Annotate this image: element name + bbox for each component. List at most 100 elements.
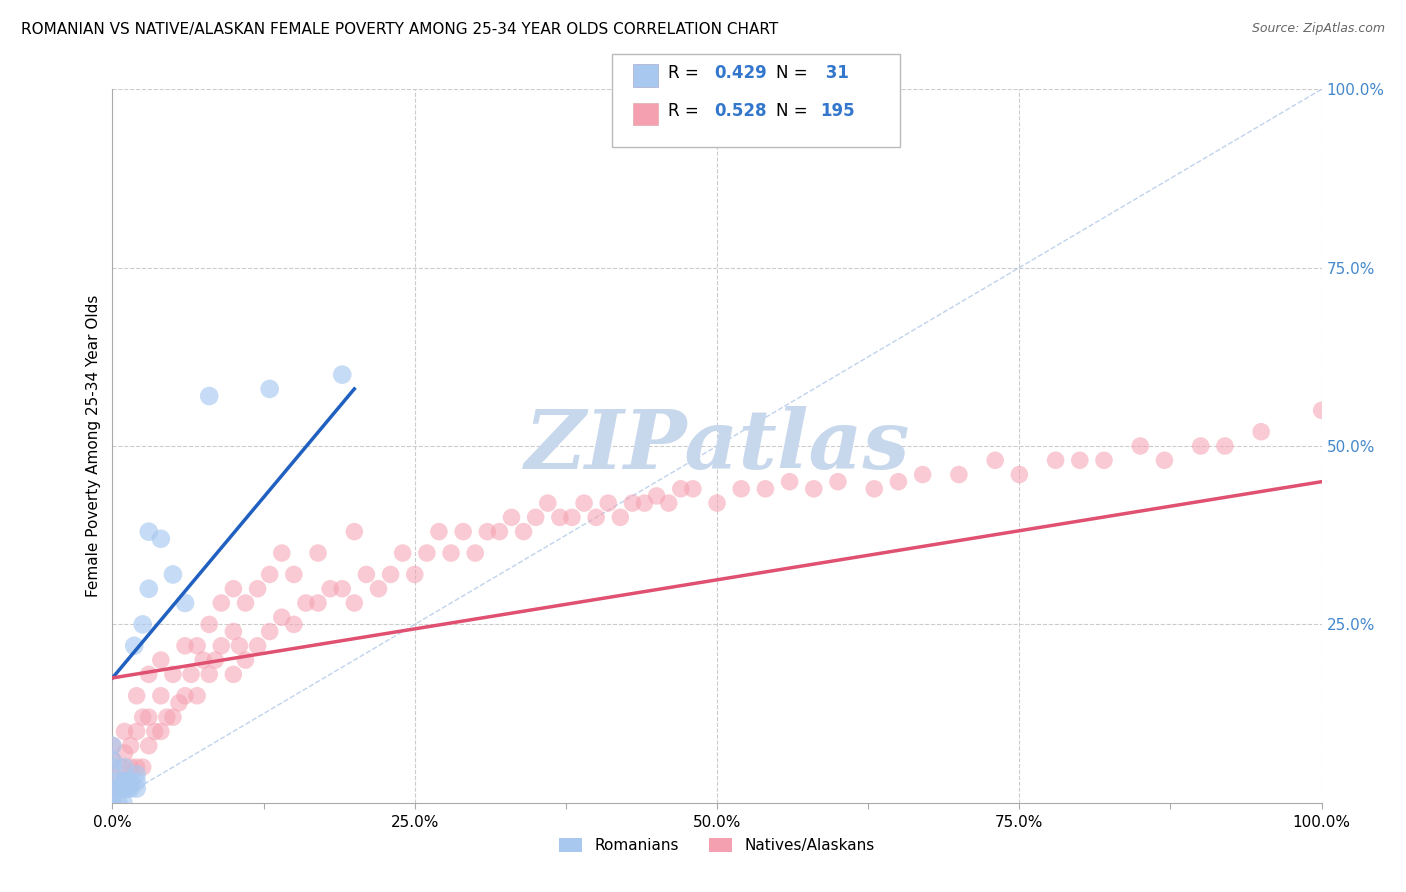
Natives/Alaskans <box>156 710 179 724</box>
Romanians <box>125 767 148 781</box>
Natives/Alaskans <box>779 475 801 489</box>
Natives/Alaskans <box>246 639 269 653</box>
Natives/Alaskans <box>174 639 197 653</box>
Natives/Alaskans <box>114 746 136 760</box>
Natives/Alaskans <box>228 639 250 653</box>
Natives/Alaskans <box>440 546 463 560</box>
Natives/Alaskans <box>501 510 523 524</box>
Natives/Alaskans <box>191 653 214 667</box>
Natives/Alaskans <box>416 546 439 560</box>
Romanians <box>101 739 124 753</box>
Natives/Alaskans <box>138 710 160 724</box>
Text: 0.528: 0.528 <box>714 103 766 120</box>
Natives/Alaskans <box>1250 425 1272 439</box>
Text: R =: R = <box>668 103 704 120</box>
Natives/Alaskans <box>984 453 1007 467</box>
Natives/Alaskans <box>380 567 402 582</box>
Natives/Alaskans <box>222 624 245 639</box>
Natives/Alaskans <box>246 582 269 596</box>
Natives/Alaskans <box>198 667 221 681</box>
Natives/Alaskans <box>209 639 232 653</box>
Natives/Alaskans <box>561 510 583 524</box>
Natives/Alaskans <box>319 582 342 596</box>
Natives/Alaskans <box>101 753 124 767</box>
Text: ROMANIAN VS NATIVE/ALASKAN FEMALE POVERTY AMONG 25-34 YEAR OLDS CORRELATION CHAR: ROMANIAN VS NATIVE/ALASKAN FEMALE POVERT… <box>21 22 779 37</box>
Romanians <box>120 781 142 796</box>
Romanians <box>114 760 136 774</box>
Romanians <box>111 774 134 789</box>
Natives/Alaskans <box>669 482 692 496</box>
Romanians <box>112 796 135 810</box>
Romanians <box>162 567 184 582</box>
Natives/Alaskans <box>186 639 208 653</box>
Romanians <box>101 760 124 774</box>
Legend: Romanians, Natives/Alaskans: Romanians, Natives/Alaskans <box>553 832 882 859</box>
Natives/Alaskans <box>343 524 366 539</box>
Natives/Alaskans <box>1310 403 1333 417</box>
Natives/Alaskans <box>477 524 499 539</box>
Natives/Alaskans <box>863 482 886 496</box>
Natives/Alaskans <box>682 482 704 496</box>
Natives/Alaskans <box>730 482 752 496</box>
Romanians <box>107 796 129 810</box>
Natives/Alaskans <box>283 567 305 582</box>
Romanians <box>122 639 145 653</box>
Natives/Alaskans <box>356 567 378 582</box>
Natives/Alaskans <box>162 667 184 681</box>
Romanians <box>120 774 142 789</box>
Natives/Alaskans <box>125 689 148 703</box>
Natives/Alaskans <box>1213 439 1236 453</box>
Natives/Alaskans <box>270 546 292 560</box>
Romanians <box>101 789 124 803</box>
Romanians <box>330 368 353 382</box>
Romanians <box>138 524 160 539</box>
Romanians <box>101 774 124 789</box>
Romanians <box>149 532 172 546</box>
Natives/Alaskans <box>754 482 776 496</box>
Natives/Alaskans <box>1153 453 1175 467</box>
Natives/Alaskans <box>114 724 136 739</box>
Natives/Alaskans <box>548 510 571 524</box>
Natives/Alaskans <box>235 653 257 667</box>
Text: 31: 31 <box>820 64 849 82</box>
Natives/Alaskans <box>598 496 620 510</box>
Romanians <box>125 774 148 789</box>
Natives/Alaskans <box>149 653 172 667</box>
Natives/Alaskans <box>120 760 142 774</box>
Romanians <box>198 389 221 403</box>
Romanians <box>138 582 160 596</box>
Natives/Alaskans <box>451 524 474 539</box>
Natives/Alaskans <box>948 467 970 482</box>
Romanians <box>114 781 136 796</box>
Natives/Alaskans <box>512 524 534 539</box>
Natives/Alaskans <box>488 524 510 539</box>
Natives/Alaskans <box>107 781 129 796</box>
Natives/Alaskans <box>645 489 668 503</box>
Natives/Alaskans <box>1008 467 1031 482</box>
Natives/Alaskans <box>464 546 486 560</box>
Natives/Alaskans <box>427 524 450 539</box>
Natives/Alaskans <box>125 724 148 739</box>
Text: 195: 195 <box>820 103 855 120</box>
Natives/Alaskans <box>101 739 124 753</box>
Natives/Alaskans <box>120 739 142 753</box>
Natives/Alaskans <box>138 739 160 753</box>
Natives/Alaskans <box>167 696 190 710</box>
Natives/Alaskans <box>132 760 155 774</box>
Romanians <box>174 596 197 610</box>
Natives/Alaskans <box>827 475 849 489</box>
Natives/Alaskans <box>706 496 728 510</box>
Natives/Alaskans <box>911 467 934 482</box>
Natives/Alaskans <box>180 667 202 681</box>
Natives/Alaskans <box>101 796 124 810</box>
Natives/Alaskans <box>307 596 329 610</box>
Natives/Alaskans <box>259 567 281 582</box>
Text: 0.429: 0.429 <box>714 64 768 82</box>
Natives/Alaskans <box>633 496 655 510</box>
Natives/Alaskans <box>198 617 221 632</box>
Natives/Alaskans <box>343 596 366 610</box>
Romanians <box>101 781 124 796</box>
Natives/Alaskans <box>110 760 132 774</box>
Natives/Alaskans <box>209 596 232 610</box>
Natives/Alaskans <box>658 496 681 510</box>
